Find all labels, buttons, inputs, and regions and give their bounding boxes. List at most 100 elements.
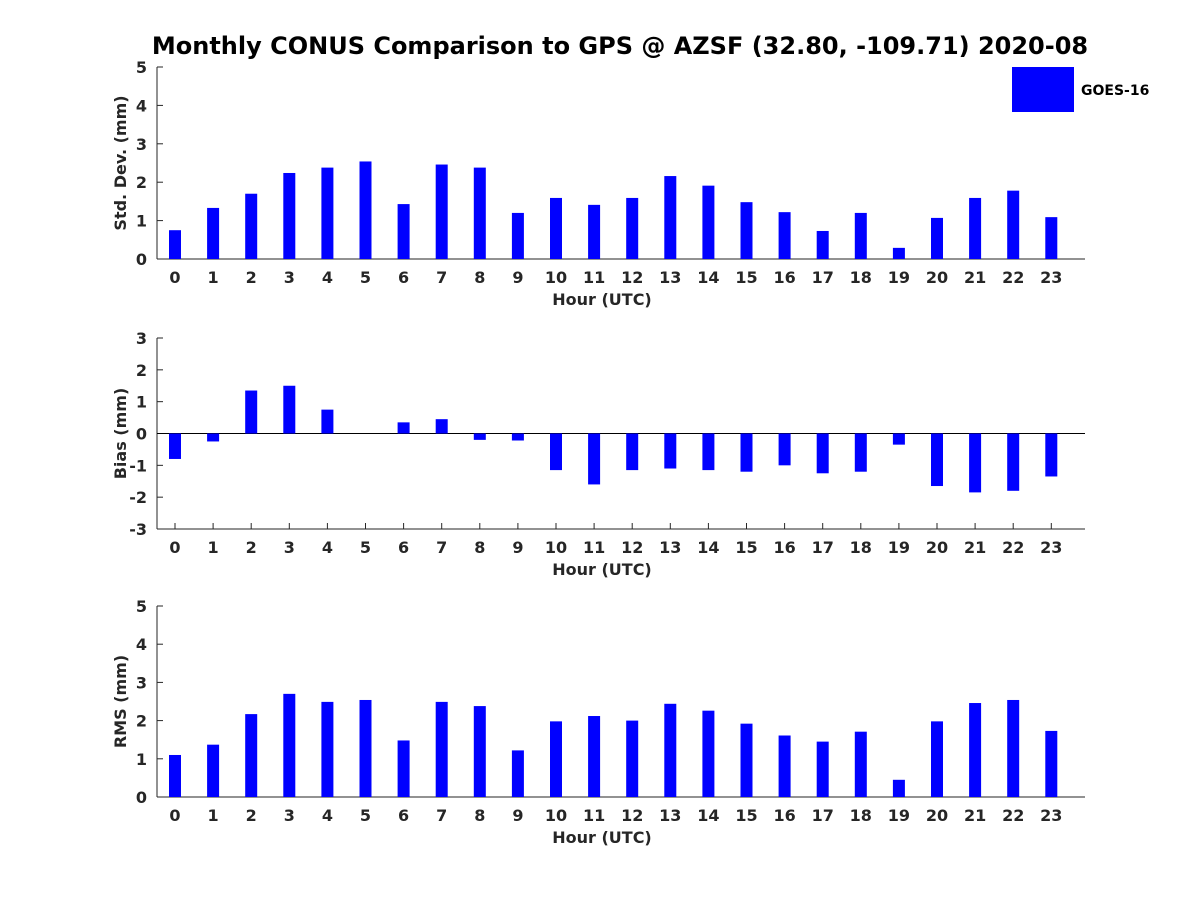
rms-x-tick-label: 7 [436,806,447,825]
rms-y-tick-label: 0 [136,788,147,807]
std-dev-y-tick-label: 1 [136,212,147,231]
std-dev-y-tick-label: 2 [136,173,147,192]
std-dev-x-tick-label: 23 [1040,268,1062,287]
rms-bar [321,701,334,797]
rms-bar [397,740,410,797]
std-dev-x-tick-label: 14 [697,268,719,287]
std-dev-x-tick-label: 19 [888,268,910,287]
rms-bar [816,741,829,797]
rms-y-tick-label: 1 [136,750,147,769]
bias-y-tick-label: 2 [136,361,147,380]
rms-x-tick-label: 13 [659,806,681,825]
std-dev-bar [511,212,524,259]
bias-x-tick-label: 14 [697,538,719,557]
bias-bar [397,422,410,434]
std-dev-x-tick-label: 2 [246,268,257,287]
rms-x-tick-label: 3 [284,806,295,825]
rms-x-tick-label: 8 [474,806,485,825]
bias-bar [1007,433,1020,491]
std-dev-bar [892,247,905,259]
rms-x-tick-label: 16 [773,806,795,825]
std-dev-bar [1007,190,1020,259]
std-dev-x-tick-label: 8 [474,268,485,287]
std-dev-bar [816,230,829,259]
bias-bar [702,433,715,471]
std-dev-x-tick-label: 0 [169,268,180,287]
rms-y-label: RMS (mm) [111,655,130,748]
bias-x-tick-label: 10 [545,538,567,557]
bias-bar [283,385,296,434]
bias-bar [473,433,486,440]
bias-x-label: Hour (UTC) [552,560,652,579]
bias-x-tick-label: 0 [169,538,180,557]
std-dev-x-tick-label: 22 [1002,268,1024,287]
rms-bar [473,706,486,797]
rms-y-tick-label: 2 [136,712,147,731]
legend-label: GOES-16 [1081,83,1149,99]
bias-x-tick-label: 8 [474,538,485,557]
legend-swatch [1012,67,1074,112]
legend: GOES-16 [1012,67,1149,112]
bias-bar [626,433,639,471]
rms-x-tick-label: 21 [964,806,986,825]
std-dev-x-tick-label: 18 [850,268,872,287]
rms-x-tick-label: 23 [1040,806,1062,825]
bias-bar [435,419,448,434]
bias-bar [550,433,562,471]
std-dev-bar [1045,217,1058,259]
rms-bar [892,779,905,797]
std-dev-bar [550,197,562,259]
std-dev-x-tick-label: 1 [208,268,219,287]
bias-bar [969,433,982,493]
bias-x-tick-label: 7 [436,538,447,557]
std-dev-y-tick-label: 3 [136,135,147,154]
rms-bar [931,721,943,797]
std-dev-bar [931,217,943,259]
bias-y-tick-label: 0 [136,425,147,444]
std-dev-x-tick-label: 4 [322,268,333,287]
bias-x-tick-label: 5 [360,538,371,557]
rms-bar [740,723,753,797]
bias-x-tick-label: 20 [926,538,948,557]
bias-x-tick-label: 13 [659,538,681,557]
bias-y-tick-label: 3 [136,329,147,348]
rms-bar [854,731,867,797]
bias-x-tick-label: 6 [398,538,409,557]
bias-x-tick-label: 1 [208,538,219,557]
std-dev-bar [626,197,639,259]
bias-x-tick-label: 23 [1040,538,1062,557]
rms-x-tick-label: 2 [246,806,257,825]
bias-x-tick-label: 12 [621,538,643,557]
std-dev-x-tick-label: 17 [812,268,834,287]
rms-bar [169,754,181,797]
bias-bar [169,433,181,459]
rms-bar [626,720,639,797]
bias-bar [854,433,867,472]
bias-bar [321,409,334,434]
rms-bar [511,750,524,797]
std-dev-x-tick-label: 9 [512,268,523,287]
bias-bar [931,433,943,487]
rms-bar [550,721,562,797]
rms-bar [359,699,372,797]
bias-x-tick-label: 15 [735,538,757,557]
std-dev-x-tick-label: 15 [735,268,757,287]
rms-x-tick-label: 4 [322,806,333,825]
std-dev-x-tick-label: 21 [964,268,986,287]
std-dev-x-label: Hour (UTC) [552,290,652,309]
std-dev-y-label: Std. Dev. (mm) [111,95,130,230]
bias-y-tick-label: 1 [136,393,147,412]
std-dev-x-tick-label: 10 [545,268,567,287]
bias-y-tick-label: -2 [129,488,147,507]
rms-x-tick-label: 17 [812,806,834,825]
rms-bar [702,710,715,797]
bias-x-tick-label: 4 [322,538,333,557]
std-dev-bar [473,167,486,259]
std-dev-bar [359,161,372,259]
std-dev-y-tick-label: 4 [136,96,147,115]
bias-bar [664,433,677,469]
std-dev-bar [435,164,448,259]
rms-x-tick-label: 5 [360,806,371,825]
bias-x-tick-label: 19 [888,538,910,557]
